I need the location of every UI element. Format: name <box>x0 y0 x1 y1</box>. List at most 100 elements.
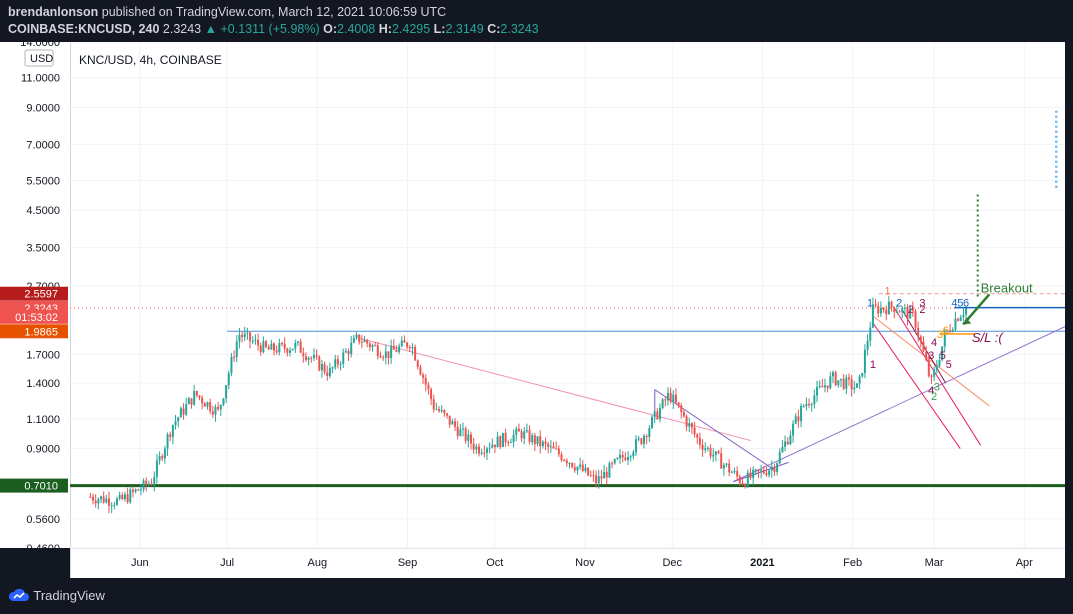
candle-body <box>861 373 864 377</box>
close-value: 2.3243 <box>500 22 539 36</box>
low-label: L: <box>433 22 446 36</box>
candle-body <box>954 318 957 330</box>
candle-body <box>957 318 960 321</box>
candle-body <box>531 435 534 443</box>
time-axis[interactable] <box>70 548 1065 578</box>
price-badge[interactable] <box>0 309 68 324</box>
candle-body <box>544 441 547 444</box>
price-change: +0.1311 (+5.98%) <box>220 22 320 36</box>
candle-body <box>400 340 403 347</box>
author-name[interactable]: brendanlonson <box>8 5 99 19</box>
candle-body <box>214 406 217 415</box>
candle-body <box>411 347 414 349</box>
candle-body <box>722 464 725 469</box>
fan-line-red-1[interactable] <box>892 306 982 446</box>
candle-body <box>496 436 499 448</box>
candle-body <box>512 434 515 443</box>
chart-area[interactable]: Breakout S/L :(1 2 3 4 5 1 2 3 4 5 1 2 3 4 5 6 2 3 6 0.4600… <box>0 42 1073 578</box>
currency-badge[interactable] <box>24 49 54 67</box>
candle-body <box>603 471 606 479</box>
candle-body <box>430 389 433 400</box>
candle-body <box>406 342 409 348</box>
candle-body <box>331 367 334 369</box>
price-badge[interactable] <box>0 324 68 339</box>
candle-body <box>653 411 656 417</box>
candle-body <box>139 489 142 491</box>
candle-body <box>605 471 608 478</box>
candle-body <box>922 341 925 352</box>
candle-body <box>749 472 752 478</box>
candle-body <box>185 404 188 415</box>
candle-body <box>741 483 744 485</box>
candle-body <box>334 359 337 368</box>
candle-body <box>866 340 869 350</box>
candle-body <box>797 416 800 422</box>
candle-body <box>627 457 630 461</box>
candle-body <box>701 444 704 450</box>
candle-body <box>233 356 236 358</box>
y-tick-label: 14.0000 <box>20 42 60 49</box>
wave-count-label: 2 <box>908 304 914 316</box>
candle-body <box>611 463 614 465</box>
down-trendline[interactable] <box>357 337 751 442</box>
candle-body <box>515 428 518 435</box>
candle-body <box>126 494 129 503</box>
candle-body <box>296 341 299 343</box>
candle-body <box>243 333 246 337</box>
candle-body <box>552 446 555 449</box>
candle-body <box>480 452 483 454</box>
candle-body <box>520 431 523 439</box>
candle-body <box>648 427 651 438</box>
tradingview-logo[interactable]: TradingView <box>8 588 105 603</box>
candle-body <box>781 446 784 453</box>
candle-body <box>89 496 92 498</box>
candle-body <box>166 434 169 449</box>
candle-body <box>190 398 193 405</box>
candle-body <box>826 385 829 389</box>
candle-body <box>227 373 230 386</box>
candle-body <box>805 403 808 406</box>
candle-body <box>717 451 720 454</box>
candle-body <box>786 441 789 445</box>
candle-body <box>619 455 622 459</box>
candle-body <box>238 334 241 342</box>
candle-body <box>949 330 952 332</box>
candle-body <box>323 364 326 373</box>
candle-body <box>589 475 592 477</box>
fan-line-orange[interactable] <box>872 315 990 407</box>
candle-body <box>501 432 504 447</box>
candle-body <box>153 477 156 485</box>
candle-body <box>677 402 680 406</box>
plot-background[interactable] <box>70 42 1065 548</box>
y-tick-label: 3.5000 <box>26 242 60 254</box>
price-badge[interactable] <box>0 286 68 301</box>
publish-line: brendanlonson published on TradingView.c… <box>8 5 446 19</box>
fan-line-red-2[interactable] <box>872 322 961 449</box>
candle-body <box>661 399 664 408</box>
candle-body <box>387 351 390 359</box>
channel-line[interactable] <box>654 389 775 471</box>
candle-body <box>938 360 941 366</box>
candle-body <box>273 343 276 351</box>
price-badge[interactable] <box>0 478 68 493</box>
candle-body <box>195 391 198 396</box>
candle-body <box>419 366 422 375</box>
candle-body <box>368 343 371 348</box>
candle-body <box>472 443 475 450</box>
candle-body <box>230 356 233 374</box>
candle-body <box>315 355 318 357</box>
candle-body <box>909 308 912 319</box>
up-trendline[interactable] <box>733 326 1066 483</box>
candle-body <box>350 342 353 355</box>
candle-body <box>837 380 840 386</box>
candle-body <box>768 470 771 476</box>
candle-body <box>800 406 803 422</box>
candle-body <box>302 352 305 357</box>
stop-loss-label: S/L :( <box>972 330 1005 345</box>
candle-body <box>874 304 877 306</box>
wave-count-label: 6 <box>963 297 969 309</box>
candle-body <box>669 392 672 402</box>
candle-body <box>270 343 273 350</box>
candle-body <box>336 359 339 365</box>
